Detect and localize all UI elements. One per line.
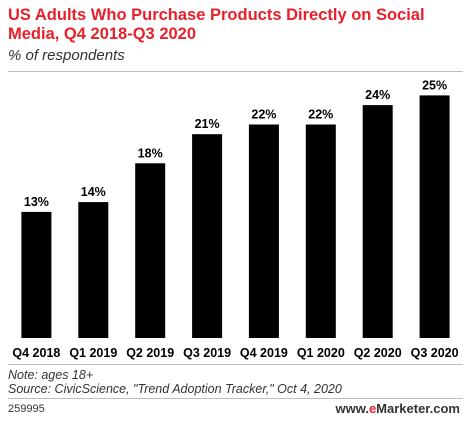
bar-q2-2019 bbox=[135, 163, 166, 338]
chart-subtitle: % of respondents bbox=[8, 47, 125, 64]
data-label: 14% bbox=[81, 185, 106, 199]
bar-q3-2020 bbox=[419, 95, 450, 339]
x-tick-label: Q2 2019 bbox=[126, 346, 174, 360]
data-label: 13% bbox=[24, 195, 49, 209]
data-label: 22% bbox=[308, 108, 333, 122]
x-tick-label: Q1 2020 bbox=[297, 346, 345, 360]
bar-q4-2019 bbox=[248, 124, 279, 338]
brand-prefix: www. bbox=[335, 401, 369, 416]
bar-q1-2019 bbox=[78, 202, 109, 338]
brand-logo[interactable]: www.eMarketer.com bbox=[335, 401, 460, 416]
chart-id: 259995 bbox=[8, 403, 45, 415]
data-label: 24% bbox=[365, 88, 390, 102]
bar-chart: 13% Q4 2018 14% Q1 2019 18% Q2 2019 21% Q3 2019… bbox=[12, 78, 459, 360]
footer-divider bbox=[8, 398, 463, 399]
x-tick-label: Q1 2019 bbox=[69, 346, 117, 360]
data-label: 22% bbox=[251, 108, 276, 122]
x-tick-label: Q3 2019 bbox=[183, 346, 231, 360]
data-label: 21% bbox=[195, 117, 220, 131]
brand-e: e bbox=[368, 401, 377, 416]
bar-q3-2019 bbox=[192, 134, 223, 338]
brand-rest: Marketer.com bbox=[376, 401, 460, 416]
chart-note: Note: ages 18+ bbox=[8, 368, 94, 382]
x-tick-label: Q3 2020 bbox=[411, 346, 459, 360]
data-label: 18% bbox=[138, 146, 163, 160]
bottom-divider bbox=[8, 364, 463, 365]
top-divider bbox=[8, 71, 463, 72]
x-tick-label: Q4 2019 bbox=[240, 346, 288, 360]
x-tick-label: Q4 2018 bbox=[12, 346, 60, 360]
bar-q4-2018 bbox=[21, 211, 52, 338]
data-label: 25% bbox=[422, 78, 447, 92]
chart-title: US Adults Who Purchase Products Directly… bbox=[8, 6, 425, 43]
chart-source: Source: CivicScience, "Trend Adoption Tr… bbox=[8, 382, 342, 396]
bar-q2-2020 bbox=[362, 105, 393, 338]
x-tick-label: Q2 2020 bbox=[354, 346, 402, 360]
bar-q1-2020 bbox=[305, 124, 336, 338]
